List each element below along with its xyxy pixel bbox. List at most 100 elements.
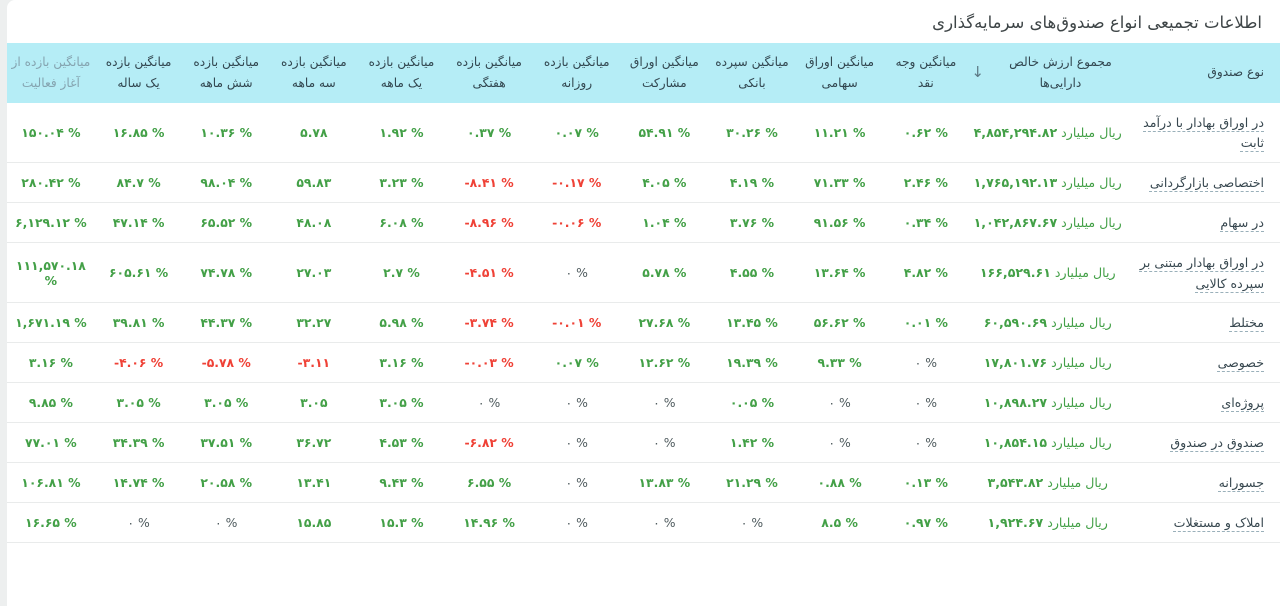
table-row: در سهام ۱,۰۴۲,۸۶۷.۶۷ میلیارد ریال ۰.۳۴ % ۹۱.۵… [7, 203, 1280, 243]
column-header-equity[interactable]: میانگین اوراق سهامی [795, 43, 884, 103]
cell-weekly: -۴.۵۱ % [445, 243, 533, 303]
cell-equity: ۷۱.۳۳ % [796, 163, 884, 203]
fund-type-link[interactable]: در اوراق بهادار مبتنی بر سپرده کالایی [1139, 255, 1264, 291]
value-text: ۱۲.۶۲ % [638, 355, 691, 371]
column-header-daily[interactable]: میانگین بازده روزانه [532, 43, 621, 103]
table-row: اختصاصی بازارگردانی ۱,۷۶۵,۱۹۲.۱۳ میلیارد ری… [7, 163, 1280, 203]
column-header-cash[interactable]: میانگین وجه نقد [883, 43, 969, 103]
cell-y1: ۱۶.۸۵ % [95, 103, 183, 163]
column-header-label: میانگین سپرده بانکی [715, 55, 789, 90]
cell-deposit: ۰ % [708, 503, 796, 543]
nav-unit-word: ریال [1092, 265, 1116, 281]
column-header-y1[interactable]: میانگین بازده یک ساله [94, 43, 183, 103]
value-text: ۱۳.۶۴ % [813, 265, 866, 281]
column-header-label: میانگین بازده از آغاز فعالیت [11, 55, 91, 90]
fund-type-link[interactable]: خصوصی [1217, 355, 1264, 371]
cell-fund-type: خصوصی [1127, 343, 1280, 383]
value-text: ۱۱۱,۵۷۰.۱۸ % [15, 257, 86, 288]
value-text: ۴.۱۹ % [729, 175, 775, 190]
nav-value: ۱,۰۴۲,۸۶۷.۶۷ میلیارد ریال [970, 215, 1125, 230]
cell-y1: -۴.۰۶ % [95, 343, 183, 383]
value-text: ۹۸.۰۴ % [200, 175, 253, 190]
cell-inception: ۱۶.۶۵ % [7, 503, 95, 543]
cell-m1: ۳.۲۳ % [358, 163, 446, 203]
cell-m3: -۳.۱۱ [270, 343, 358, 383]
value-text: ۰.۳۴ % [903, 215, 948, 230]
fund-type-link[interactable]: در سهام [1220, 215, 1264, 231]
cell-m6: ۱۰.۳۶ % [182, 103, 270, 163]
fund-type-link[interactable]: جسورانه [1218, 475, 1264, 491]
column-header-label: میانگین بازده هفتگی [456, 55, 522, 90]
value-text: -۰.۰۶ % [552, 215, 602, 230]
column-header-label: میانگین اوراق سهامی [805, 55, 875, 90]
cell-daily: -۰.۰۶ % [533, 203, 621, 243]
fund-type-link[interactable]: صندوق در صندوق [1170, 435, 1264, 451]
fund-type-link[interactable]: پروژه‌ای [1221, 395, 1264, 411]
cell-m6: ۶۵.۵۲ % [182, 203, 270, 243]
cell-m6: ۲۰.۵۸ % [182, 463, 270, 503]
cell-m6: ۹۸.۰۴ % [182, 163, 270, 203]
value-text: ۱۵۰.۰۴ % [21, 124, 81, 140]
value-text: ۰ % [565, 515, 588, 531]
fund-type-link[interactable]: اختصاصی بازارگردانی [1149, 175, 1264, 191]
value-text: ۷۱.۳۳ % [813, 175, 866, 190]
funds-table: نوع صندوق مجموع ارزش خالص دارایی‌ها ↓ میانگ… [7, 43, 1280, 543]
table-row: خصوصی ۱۷,۸۰۱.۷۶ میلیارد ریال ۰ % ۹.۳۳ % ۱۹.۳۹ … [7, 343, 1280, 383]
value-text: ۳۷.۵۱ % [200, 435, 253, 451]
cell-weekly: -۳.۷۴ % [445, 303, 533, 343]
value-text: ۱۳.۴۱ [296, 475, 332, 491]
fund-type-link[interactable]: املاک و مستغلات [1173, 515, 1264, 531]
cell-deposit: ۱۳.۴۵ % [708, 303, 796, 343]
column-header-label: میانگین بازده شش ماهه [193, 55, 260, 90]
value-text: ۰.۰۱ % [903, 315, 948, 331]
value-text: ۰.۸۸ % [817, 475, 862, 491]
cell-m1: ۴.۵۳ % [358, 423, 446, 463]
value-text: ۰.۳۷ % [467, 124, 512, 140]
cell-y1: ۰ % [95, 503, 183, 543]
column-header-label: نوع صندوق [1207, 65, 1264, 80]
nav-unit-word: میلیارد [1054, 265, 1089, 281]
cell-weekly: ۰.۳۷ % [445, 103, 533, 163]
cell-equity: ۹۱.۵۶ % [796, 203, 884, 243]
nav-number: ۱,۷۶۵,۱۹۲.۱۳ [973, 175, 1058, 190]
value-text: ۰.۰۷ % [554, 124, 599, 140]
value-text: ۳.۰۵ [300, 395, 328, 411]
value-text: ۰ % [565, 395, 588, 411]
cell-y1: ۳۴.۳۹ % [95, 423, 183, 463]
nav-unit-word: ریال [1089, 315, 1112, 331]
cell-deposit: ۰.۰۵ % [708, 383, 796, 423]
column-header-m1[interactable]: میانگین بازده یک ماهه [357, 43, 446, 103]
fund-type-link[interactable]: در اوراق بهادار با درآمد ثابت [1143, 114, 1264, 151]
value-text: ۹۱.۵۶ % [813, 215, 866, 230]
cell-m1: ۶.۰۸ % [358, 203, 446, 243]
value-text: ۱۴.۹۶ % [463, 515, 515, 531]
value-text: ۱۰.۳۶ % [200, 124, 253, 140]
value-text: ۰ % [828, 395, 851, 411]
cell-nav: ۱,۷۶۵,۱۹۲.۱۳ میلیارد ریال [968, 163, 1127, 203]
column-header-weekly[interactable]: میانگین بازده هفتگی [445, 43, 533, 103]
nav-unit-word: میلیارد [1047, 475, 1082, 491]
cell-inception: ۱۰۶.۸۱ % [7, 463, 95, 503]
column-header-bonds[interactable]: میانگین اوراق مشارکت [620, 43, 709, 103]
value-text: ۴.۵۵ % [729, 265, 775, 281]
value-text: -۰.۱۷ % [552, 175, 602, 190]
value-text: ۴۸.۰۸ [296, 215, 332, 230]
cell-nav: ۴,۸۵۴,۲۹۴.۸۲ میلیارد ریال [968, 103, 1127, 163]
table-row: در اوراق بهادار مبتنی بر سپرده کالایی ۱۶۶… [7, 243, 1280, 303]
value-text: -۳.۷۴ % [464, 315, 514, 331]
value-text: ۵.۹۸ % [379, 315, 424, 331]
column-header-m6[interactable]: میانگین بازده شش ماهه [182, 43, 271, 103]
column-header-fund[interactable]: نوع صندوق [1127, 43, 1280, 103]
column-header-nav[interactable]: مجموع ارزش خالص دارایی‌ها ↓ [968, 43, 1128, 103]
sort-descending-icon[interactable]: ↓ [971, 63, 984, 82]
fund-type-link[interactable]: مختلط [1229, 315, 1264, 331]
cell-cash: ۰.۶۲ % [883, 103, 968, 163]
value-text: ۳.۷۶ % [729, 215, 775, 230]
column-header-label: میانگین اوراق مشارکت [629, 55, 699, 90]
column-header-inception[interactable]: میانگین بازده از آغاز فعالیت [7, 43, 95, 103]
value-text: ۰ % [740, 515, 764, 531]
value-text: ۲۷.۶۸ % [638, 315, 691, 331]
value-text: ۱۶.۶۵ % [25, 515, 77, 531]
column-header-m3[interactable]: میانگین بازده سه ماهه [270, 43, 358, 103]
column-header-deposit[interactable]: میانگین سپرده بانکی [708, 43, 796, 103]
